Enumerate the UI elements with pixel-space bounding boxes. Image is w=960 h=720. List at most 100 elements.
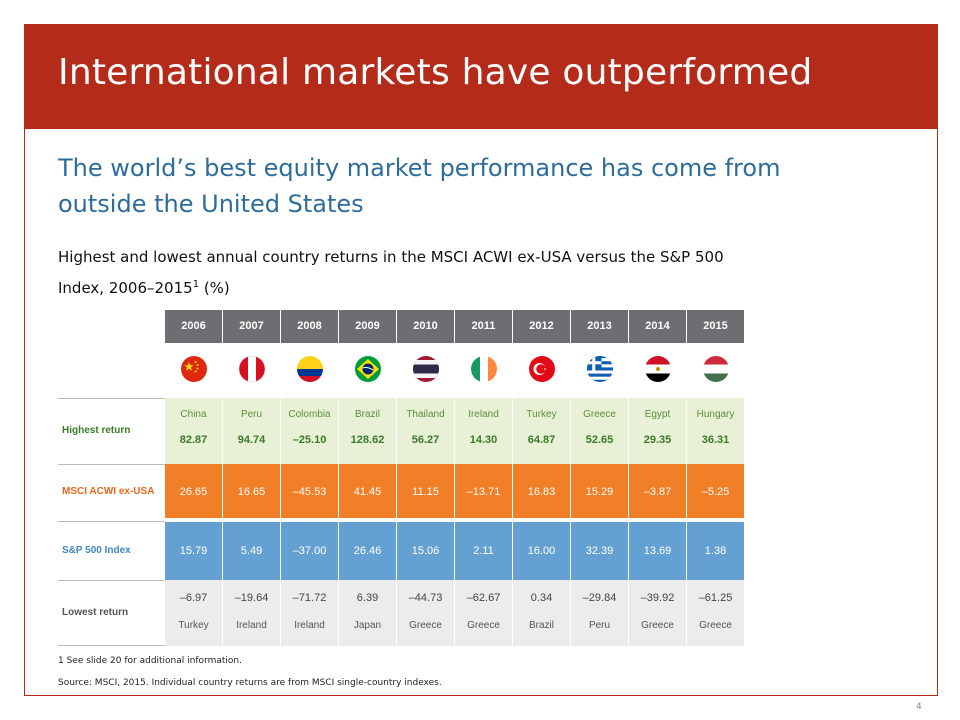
msci-return-cell: 41.45 xyxy=(339,464,397,520)
lowest-return-cell: –62.67 Greece xyxy=(455,580,513,646)
flag-cell xyxy=(339,343,397,398)
lowest-return-cell: 6.39 Japan xyxy=(339,580,397,646)
year-header: 2015 xyxy=(687,310,745,343)
highest-country: Ireland xyxy=(468,409,499,420)
highest-country: Brazil xyxy=(354,409,380,420)
highest-value: 82.87 xyxy=(179,434,208,446)
turkey-flag-icon xyxy=(529,356,555,382)
lowest-value: –61.25 xyxy=(698,592,733,604)
lowest-return-cell: –6.97 Turkey xyxy=(165,580,223,646)
china-flag-icon xyxy=(181,356,207,382)
slide-subtitle: The world’s best equity market performan… xyxy=(58,154,781,218)
highest-country: Colombia xyxy=(288,409,331,420)
colombia-flag-icon xyxy=(297,356,323,382)
sp500-return-cell: 5.49 xyxy=(223,522,281,580)
flag-cell xyxy=(281,343,339,398)
highest-value: 64.87 xyxy=(527,434,556,446)
lowest-value: –6.97 xyxy=(179,592,208,604)
footnote: 1 See slide 20 for additional informatio… xyxy=(58,656,242,666)
lowest-return-cell: –29.84 Peru xyxy=(571,580,629,646)
highest-return-cell: Peru 94.74 xyxy=(223,398,281,464)
highest-return-cell: Ireland 14.30 xyxy=(455,398,513,464)
lowest-value: –29.84 xyxy=(582,592,617,604)
table-description: Highest and lowest annual country return… xyxy=(58,244,758,302)
lowest-return-cell: –61.25 Greece xyxy=(687,580,745,646)
sp500-return-cell: 16.00 xyxy=(513,522,571,580)
lowest-country: Greece xyxy=(467,620,500,631)
highest-return-cell: Greece 52.65 xyxy=(571,398,629,464)
highest-country: Turkey xyxy=(526,409,557,420)
highest-return-cell: Brazil 128.62 xyxy=(339,398,397,464)
flag-cell xyxy=(687,343,745,398)
sp500-return-cell: 1.38 xyxy=(687,522,745,580)
lowest-country: Ireland xyxy=(294,620,325,631)
sp500-return-cell: 32.39 xyxy=(571,522,629,580)
description-text: Highest and lowest annual country return… xyxy=(58,248,724,297)
highest-return-cell: Egypt 29.35 xyxy=(629,398,687,464)
msci-return-cell: –3.87 xyxy=(629,464,687,520)
highest-return-cell: Colombia –25.10 xyxy=(281,398,339,464)
label-divider xyxy=(58,521,165,522)
lowest-country: Turkey xyxy=(178,620,209,631)
page-number: 4 xyxy=(916,702,922,712)
lowest-return-cell: 0.34 Brazil xyxy=(513,580,571,646)
highest-country: Hungary xyxy=(696,409,735,420)
flag-cell xyxy=(571,343,629,398)
msci-return-cell: 26.65 xyxy=(165,464,223,520)
highest-value: 128.62 xyxy=(350,434,385,446)
lowest-return-cell: –39.92 Greece xyxy=(629,580,687,646)
lowest-country: Brazil xyxy=(528,620,554,631)
year-header: 2009 xyxy=(339,310,397,343)
year-header: 2010 xyxy=(397,310,455,343)
year-header: 2013 xyxy=(571,310,629,343)
label-divider xyxy=(58,398,165,399)
highest-value: 94.74 xyxy=(237,434,266,446)
description-unit: (%) xyxy=(199,279,230,297)
highest-return-cell: Turkey 64.87 xyxy=(513,398,571,464)
highest-value: 56.27 xyxy=(411,434,440,446)
brazil-flag-icon xyxy=(355,356,381,382)
title-bar: International markets have outperformed xyxy=(24,24,938,129)
lowest-return-cell: –19.64 Ireland xyxy=(223,580,281,646)
sp500-return-cell: 2.11 xyxy=(455,522,513,580)
description-footnote-mark: 1 xyxy=(192,279,200,290)
lowest-country: Peru xyxy=(588,620,611,631)
flag-cell xyxy=(513,343,571,398)
label-divider xyxy=(58,580,165,581)
lowest-country: Ireland xyxy=(236,620,267,631)
source-note: Source: MSCI, 2015. Individual country r… xyxy=(58,678,442,688)
lowest-country: Greece xyxy=(699,620,732,631)
year-header: 2011 xyxy=(455,310,513,343)
highest-return-cell: China 82.87 xyxy=(165,398,223,464)
lowest-return-cell: –71.72 Ireland xyxy=(281,580,339,646)
sp500-return-cell: 15.06 xyxy=(397,522,455,580)
row-label-lowest: Lowest return xyxy=(58,580,165,646)
lowest-country: Japan xyxy=(353,620,382,631)
sp500-return-cell: 26.46 xyxy=(339,522,397,580)
lowest-country: Greece xyxy=(409,620,442,631)
year-header: 2007 xyxy=(223,310,281,343)
msci-return-cell: –13.71 xyxy=(455,464,513,520)
lowest-country: Greece xyxy=(641,620,674,631)
year-header: 2008 xyxy=(281,310,339,343)
lowest-value: –44.73 xyxy=(408,592,443,604)
highest-country: Peru xyxy=(240,409,263,420)
msci-return-cell: –45.53 xyxy=(281,464,339,520)
msci-return-cell: –5.25 xyxy=(687,464,745,520)
highest-return-cell: Thailand 56.27 xyxy=(397,398,455,464)
lowest-value: –71.72 xyxy=(292,592,327,604)
sp500-return-cell: –37.00 xyxy=(281,522,339,580)
row-label-highest: Highest return xyxy=(58,398,165,464)
flag-cell xyxy=(397,343,455,398)
label-divider xyxy=(58,645,165,646)
ireland-flag-icon xyxy=(471,356,497,382)
lowest-value: –19.64 xyxy=(234,592,269,604)
year-header: 2012 xyxy=(513,310,571,343)
hungary-flag-icon xyxy=(703,356,729,382)
row-label-msci: MSCI ACWI ex-USA xyxy=(58,464,165,520)
label-divider xyxy=(58,464,165,465)
msci-return-cell: 11.15 xyxy=(397,464,455,520)
lowest-value: 0.34 xyxy=(530,592,553,604)
row-label-sp500: S&P 500 Index xyxy=(58,522,165,580)
msci-return-cell: 16.65 xyxy=(223,464,281,520)
